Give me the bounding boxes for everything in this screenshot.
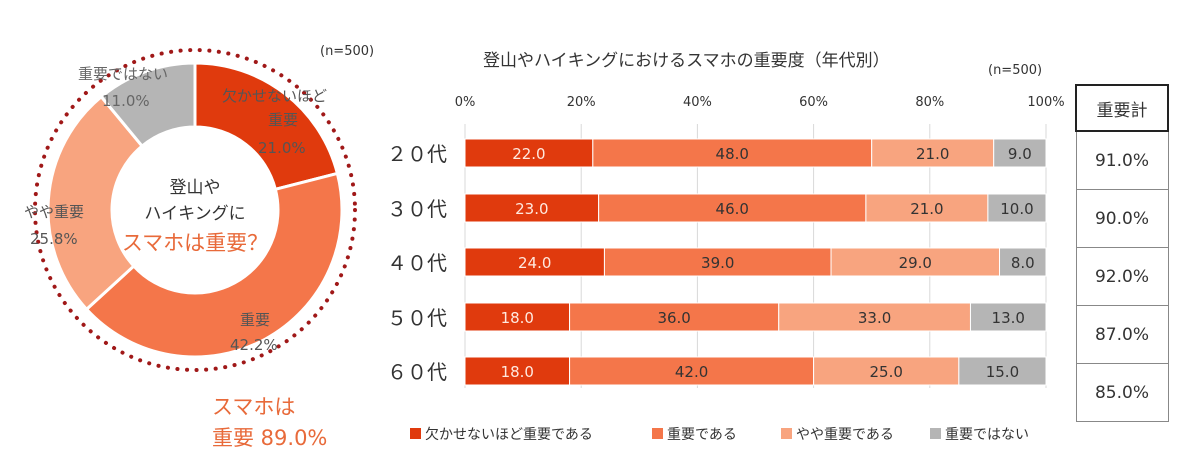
donut-value-somewhat: 25.8%: [30, 230, 78, 248]
bar-segment: [999, 247, 1047, 277]
bar-segment: [987, 193, 1047, 223]
total-header: 重要計: [1075, 84, 1169, 132]
bar-value-label: 39.0: [701, 254, 734, 272]
total-important-table: 重要計 91.0% 90.0% 92.0% 87.0% 85.0%: [1075, 84, 1169, 422]
donut-label-somewhat: やや重要: [24, 203, 84, 221]
total-20s: 91.0%: [1075, 130, 1169, 190]
legend-swatch: [652, 428, 663, 439]
donut-value-essential: 21.0%: [258, 139, 306, 157]
legend-label: 欠かせないほど重要である: [425, 427, 593, 443]
bar-segment: [993, 138, 1047, 168]
bar-value-label: 9.0: [1008, 145, 1032, 163]
bar-value-label: 23.0: [515, 200, 548, 218]
donut-chart: (n=500) 欠かせないほど 重要 21.0% 重要 42.2% やや重要 2…: [24, 44, 374, 450]
bar-segment: [569, 356, 815, 386]
donut-value-not: 11.0%: [102, 92, 150, 110]
x-tick-label: 100%: [1027, 95, 1064, 110]
bar-segment: [958, 356, 1047, 386]
bar-segment: [830, 247, 1001, 277]
x-axis-ticks: 0% 20% 40% 60% 80% 100% ２０代 ３０代 ４０代 ５０代 ６０代: [387, 95, 1065, 384]
legend-swatch: [410, 428, 421, 439]
category-label: ５０代: [387, 306, 447, 330]
summary-line1: スマホは: [212, 395, 295, 419]
donut-center-line3: スマホは重要？: [122, 231, 268, 255]
bar-segment: [969, 302, 1047, 332]
category-label: ６０代: [387, 360, 447, 384]
bar-segment: [464, 247, 605, 277]
bar-segment: [464, 302, 571, 332]
bar-segment: [603, 247, 832, 277]
total-60s: 85.0%: [1075, 363, 1169, 422]
legend-swatch: [781, 428, 792, 439]
bar-value-label: 42.0: [675, 363, 708, 381]
bar-value-label: 8.0: [1011, 254, 1035, 272]
legend-swatch: [930, 428, 941, 439]
legend-label: 重要ではない: [945, 427, 1029, 443]
x-tick-label: 60%: [799, 95, 828, 110]
donut-label-not: 重要ではない: [78, 65, 168, 83]
bar-segment: [464, 356, 571, 386]
bar-segment: [598, 193, 867, 223]
slice-important: [84, 171, 344, 359]
donut-label-important: 重要: [240, 311, 270, 329]
legend: 欠かせないほど重要である 重要である やや重要である 重要ではない: [410, 427, 1029, 443]
x-tick-label: 40%: [683, 95, 712, 110]
bar-value-label: 48.0: [716, 145, 749, 163]
category-label: ３０代: [387, 197, 447, 221]
bar-value-label: 25.0: [870, 363, 903, 381]
important-share-dotted-arc: [33, 48, 357, 372]
legend-label: やや重要である: [796, 427, 894, 443]
bar-value-label: 18.0: [501, 363, 534, 381]
x-tick-label: 20%: [567, 95, 596, 110]
legend-label: 重要である: [667, 427, 737, 443]
donut-label-essential-2: 重要: [268, 111, 298, 129]
bar-chart-sample-size: (n=500): [988, 63, 1042, 78]
summary-line2: 重要 89.0%: [212, 426, 327, 450]
total-50s: 87.0%: [1075, 305, 1169, 364]
bar-segment: [865, 193, 989, 223]
bar-value-label: 15.0: [986, 363, 1019, 381]
bar-value-label: 21.0: [910, 200, 943, 218]
bar-value-label: 18.0: [501, 309, 534, 327]
bar-value-label: 29.0: [899, 254, 932, 272]
bar-segment: [592, 138, 873, 168]
x-tick-label: 0%: [455, 95, 476, 110]
donut-value-important: 42.2%: [230, 336, 278, 354]
bar-value-label: 24.0: [518, 254, 551, 272]
donut-slices: [46, 61, 344, 359]
total-40s: 92.0%: [1075, 247, 1169, 306]
bar-chart-title: 登山やハイキングにおけるスマホの重要度（年代別）: [483, 51, 890, 71]
category-label: ４０代: [387, 251, 447, 275]
donut-label-essential: 欠かせないほど: [222, 87, 327, 105]
bar-segment: [464, 193, 600, 223]
bar-value-label: 33.0: [858, 309, 891, 327]
bar-segment: [464, 138, 594, 168]
bar-value-label: 22.0: [512, 145, 545, 163]
bar-segment: [871, 138, 995, 168]
bar-value-label: 21.0: [916, 145, 949, 163]
slice-essential: [193, 61, 340, 192]
x-tick-label: 80%: [915, 95, 944, 110]
slice-not: [99, 61, 197, 149]
slice-somewhat: [46, 94, 145, 312]
donut-center-line1: 登山や: [170, 178, 221, 198]
bar-series: 22.0 48.0 21.0 9.0 23.0 46.0 21.0 10.0 24.0 39.0 2…: [464, 138, 1047, 386]
bar-value-label: 36.0: [657, 309, 690, 327]
bar-value-label: 13.0: [992, 309, 1025, 327]
bar-value-label: 10.0: [1000, 200, 1033, 218]
bar-segment: [813, 356, 960, 386]
donut-sample-size: (n=500): [320, 44, 374, 59]
total-30s: 90.0%: [1075, 189, 1169, 248]
category-label: ２０代: [387, 142, 447, 166]
bar-value-label: 46.0: [716, 200, 749, 218]
donut-center-line2: ハイキングに: [144, 204, 245, 224]
